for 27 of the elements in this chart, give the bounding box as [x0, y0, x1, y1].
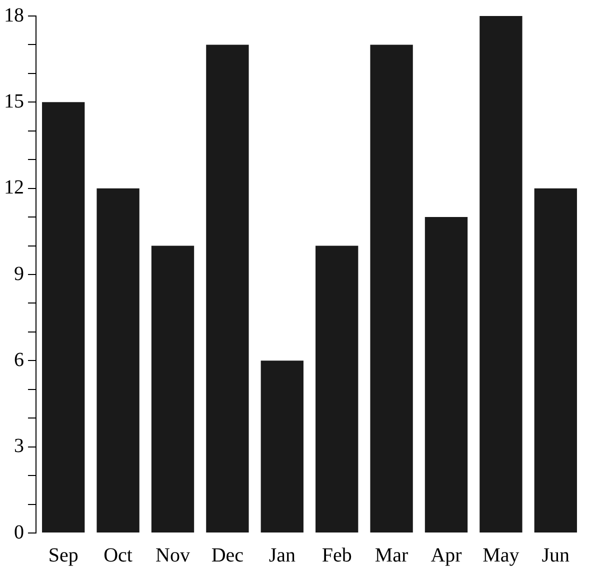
- bar: [96, 188, 140, 532]
- y-tick-label: 0: [14, 521, 24, 544]
- bar: [534, 188, 577, 532]
- y-tick-label: 3: [14, 435, 24, 458]
- x-tick-label: Apr: [430, 544, 462, 566]
- bar: [480, 16, 522, 532]
- bar: [370, 44, 413, 532]
- x-tick-label: Jan: [268, 544, 296, 566]
- bar: [424, 217, 468, 532]
- x-tick-label: Dec: [211, 544, 244, 566]
- y-tick-label: 15: [4, 90, 24, 112]
- bar: [260, 360, 304, 532]
- x-tick-label: Sep: [48, 544, 78, 566]
- bar: [42, 102, 85, 532]
- y-tick-label: 18: [4, 4, 24, 26]
- bar: [206, 44, 249, 532]
- bar: [151, 246, 194, 532]
- x-tick-label: Oct: [104, 544, 133, 566]
- x-tick-label: Nov: [156, 544, 190, 566]
- x-tick-label: May: [482, 544, 520, 566]
- bar: [316, 246, 358, 532]
- x-tick-label: Feb: [322, 544, 352, 566]
- y-tick-label: 12: [4, 176, 24, 199]
- x-tick-label: Mar: [374, 544, 409, 566]
- y-tick-label: 6: [14, 348, 24, 371]
- x-tick-label: Jun: [542, 544, 570, 566]
- y-tick-label: 9: [14, 262, 24, 285]
